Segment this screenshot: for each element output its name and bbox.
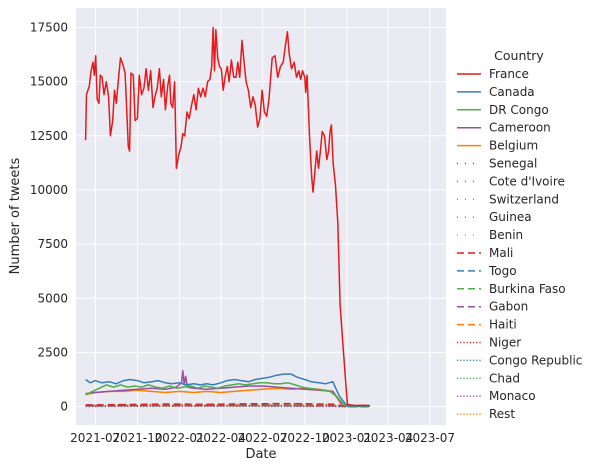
legend-label: Senegal <box>489 157 537 171</box>
legend-label: Mali <box>489 246 513 260</box>
legend-item: Burkina Faso <box>457 282 566 296</box>
y-tick-label: 0 <box>60 400 68 414</box>
legend-label: Belgium <box>489 139 538 153</box>
series-line-france <box>84 26 370 407</box>
legend-item: Mali <box>457 246 513 260</box>
legend-label: Monaco <box>489 389 536 403</box>
legend-label: France <box>489 67 529 81</box>
legend-title: Country <box>494 48 544 63</box>
legend: Country France Canada DR Congo Cameroon Belg… <box>457 48 582 421</box>
legend-item: Haiti <box>457 318 517 332</box>
legend-label: Cameroon <box>489 121 551 135</box>
legend-item: Cote d'Ivoire <box>457 174 565 188</box>
y-tick-label: 5000 <box>37 291 68 305</box>
legend-item: Niger <box>457 336 521 350</box>
series-line-niger <box>85 405 370 408</box>
legend-item: Guinea <box>457 210 532 224</box>
legend-label: Guinea <box>489 210 532 224</box>
grid <box>76 8 446 425</box>
series-line-cameroon <box>85 370 370 407</box>
x-tick-label: 2023-04 <box>363 431 413 445</box>
series-line-dr-congo <box>85 382 370 407</box>
y-tick-label: 10000 <box>30 183 68 197</box>
legend-label: Rest <box>489 407 515 421</box>
x-axis-ticks: 2021-072021-102022-012022-042022-072022-… <box>70 431 455 445</box>
legend-label: DR Congo <box>489 103 549 117</box>
legend-item: Chad <box>457 371 520 385</box>
legend-label: Congo Republic <box>489 353 582 367</box>
y-tick-label: 17500 <box>30 20 68 34</box>
legend-item: Canada <box>457 85 535 99</box>
plot-background <box>76 8 446 425</box>
x-tick-label: 2022-04 <box>196 431 246 445</box>
y-axis-label: Number of tweets <box>8 157 23 274</box>
legend-item: Senegal <box>457 157 537 171</box>
legend-label: Chad <box>489 371 520 385</box>
legend-label: Gabon <box>489 300 528 314</box>
legend-item: Benin <box>457 228 523 242</box>
legend-item: Cameroon <box>457 121 551 135</box>
x-tick-label: 2021-07 <box>70 431 120 445</box>
legend-label: Haiti <box>489 318 517 332</box>
legend-item: France <box>457 67 529 81</box>
x-tick-label: 2022-01 <box>155 431 205 445</box>
y-tick-label: 12500 <box>30 129 68 143</box>
legend-item: Switzerland <box>457 192 559 206</box>
series-layer <box>84 26 370 408</box>
x-tick-label: 2022-07 <box>238 431 288 445</box>
legend-label: Cote d'Ivoire <box>489 174 565 188</box>
x-tick-label: 2023-01 <box>322 431 372 445</box>
x-tick-label: 2021-10 <box>112 431 162 445</box>
legend-label: Togo <box>488 264 517 278</box>
x-tick-label: 2023-07 <box>405 431 455 445</box>
y-axis-ticks: 0 2500 5000 7500 10000 12500 15000 17500 <box>30 20 68 413</box>
legend-item: Congo Republic <box>457 353 582 367</box>
legend-label: Burkina Faso <box>489 282 566 296</box>
y-tick-label: 7500 <box>37 237 68 251</box>
legend-label: Switzerland <box>489 192 559 206</box>
series-line-canada <box>85 373 370 407</box>
legend-label: Niger <box>489 336 521 350</box>
y-tick-label: 15000 <box>30 75 68 89</box>
y-tick-label: 2500 <box>37 345 68 359</box>
x-axis-label: Date <box>245 447 276 462</box>
series-line-senegal <box>85 403 370 408</box>
legend-item: Monaco <box>457 389 536 403</box>
legend-label: Canada <box>489 85 535 99</box>
x-tick-label: 2022-10 <box>280 431 330 445</box>
legend-item: DR Congo <box>457 103 549 117</box>
legend-label: Benin <box>489 228 523 242</box>
legend-item: Belgium <box>457 139 538 153</box>
legend-item: Togo <box>457 264 517 278</box>
legend-item: Gabon <box>457 300 528 314</box>
legend-item: Rest <box>457 407 515 421</box>
